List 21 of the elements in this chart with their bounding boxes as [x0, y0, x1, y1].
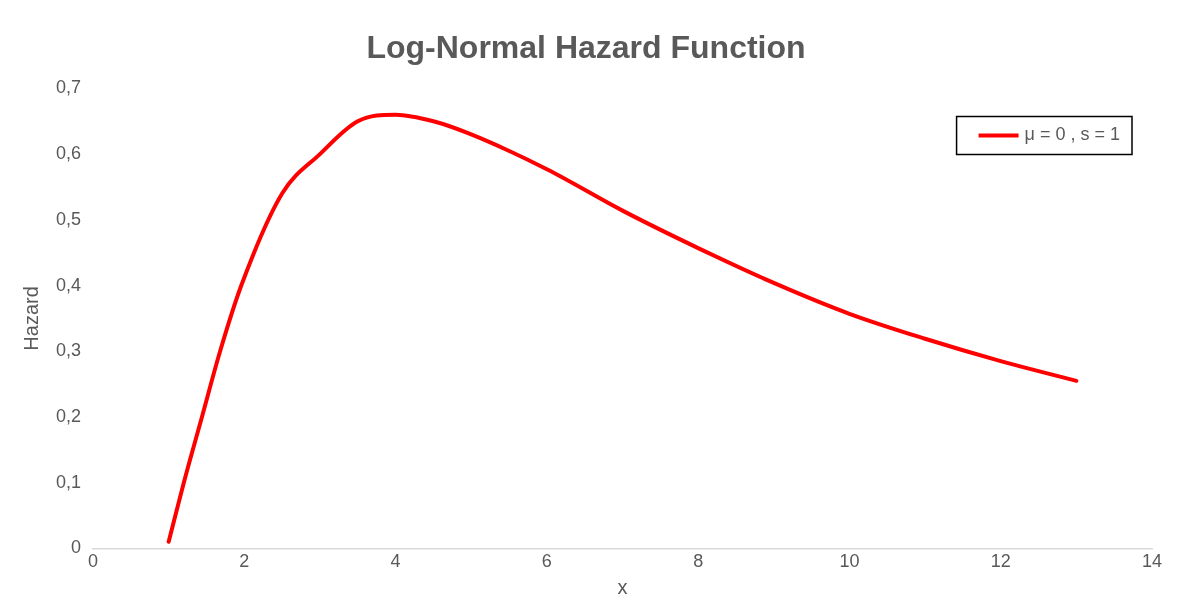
y-tick-label: 0,3 — [55, 340, 82, 361]
y-tick-label: 0,5 — [55, 208, 82, 229]
y-tick-label: 0 — [71, 537, 82, 558]
line-series — [166, 112, 1079, 544]
x-tick-label: 10 — [839, 551, 860, 572]
chart-title: Log-Normal Hazard Function — [366, 29, 806, 66]
x-tick-label: 2 — [239, 551, 250, 572]
x-tick-label: 4 — [390, 551, 401, 572]
legend-label: μ = 0 , s = 1 — [1024, 124, 1121, 145]
y-tick-label: 0,4 — [55, 274, 82, 295]
x-tick-label: 0 — [88, 551, 99, 572]
x-axis-title: x — [617, 575, 628, 598]
y-tick-label: 0,2 — [55, 405, 82, 426]
y-axis-title: Hazard — [19, 286, 42, 351]
x-tick-label: 14 — [1141, 551, 1163, 572]
x-tick-label: 6 — [541, 551, 552, 572]
y-tick-label: 0,1 — [55, 471, 82, 492]
x-tick-label: 12 — [990, 551, 1011, 572]
y-tick-label: 0,7 — [55, 77, 82, 98]
x-tick-label: 8 — [693, 551, 704, 572]
y-tick-label: 0,6 — [55, 143, 82, 164]
